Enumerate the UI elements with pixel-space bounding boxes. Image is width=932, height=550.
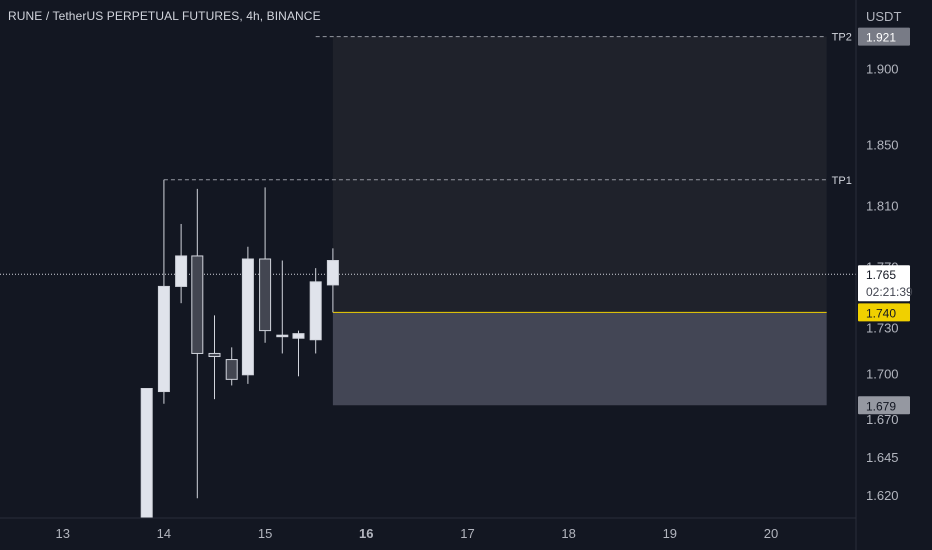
candle-up: [326, 260, 339, 286]
chart-title: RUNE / TetherUS PERPETUAL FUTURES, 4h, B…: [8, 9, 321, 23]
time-tick-label: 14: [157, 526, 171, 541]
stop-price-tag: [858, 396, 910, 415]
candle-up: [140, 388, 153, 519]
candle-down: [225, 359, 238, 380]
candle-down: [259, 258, 272, 332]
time-tick-label: 16: [359, 526, 373, 541]
lines-layer: TP2 TP1: [0, 32, 856, 313]
time-tick-label: 15: [258, 526, 272, 541]
price-tick-label: 1.620: [866, 488, 899, 503]
zones-layer: [332, 36, 827, 406]
entry-price-tag: [858, 303, 910, 322]
candle-up: [309, 281, 322, 341]
current-price-tag-value: 1.765: [866, 268, 896, 282]
tp2-price-tag-value: 1.921: [866, 31, 896, 45]
candle-countdown: 02:21:39: [866, 285, 913, 299]
time-axis[interactable]: 13 14 15 16 17 18 19 20: [55, 526, 778, 541]
tp1-label: TP1: [832, 175, 852, 187]
price-tick-label: 1.900: [866, 62, 899, 77]
tp2-label: TP2: [832, 32, 852, 44]
time-tick-label: 20: [764, 526, 778, 541]
candle-down: [208, 352, 221, 358]
time-tick-label: 13: [55, 526, 69, 541]
price-axis-unit: USDT: [866, 9, 901, 24]
candle-up: [157, 285, 170, 393]
profit-zone: [332, 36, 827, 313]
entry-price-tag-value: 1.740: [866, 306, 896, 320]
price-tick-label: 1.700: [866, 366, 899, 381]
candle-up: [175, 255, 188, 287]
price-tick-label: 1.730: [866, 321, 899, 336]
price-tick-label: 1.645: [866, 450, 899, 465]
price-tick-label: 1.810: [866, 199, 899, 214]
loss-zone: [332, 312, 827, 406]
candle-up: [292, 333, 305, 339]
time-tick-label: 18: [561, 526, 575, 541]
current-price-tag: [858, 265, 910, 302]
price-tags-layer: 1.921 1.765 02:21:39 1.740 1.679: [858, 27, 913, 415]
time-tick-label: 19: [663, 526, 677, 541]
price-tick-label: 1.670: [866, 412, 899, 427]
tp2-price-tag: [858, 27, 910, 46]
candle-up: [276, 334, 289, 338]
candle-down: [191, 255, 204, 354]
price-tick-label: 1.850: [866, 138, 899, 153]
candles-layer: [140, 179, 339, 519]
candle-up: [241, 258, 254, 376]
stop-price-tag-value: 1.679: [866, 399, 896, 413]
time-tick-label: 17: [460, 526, 474, 541]
